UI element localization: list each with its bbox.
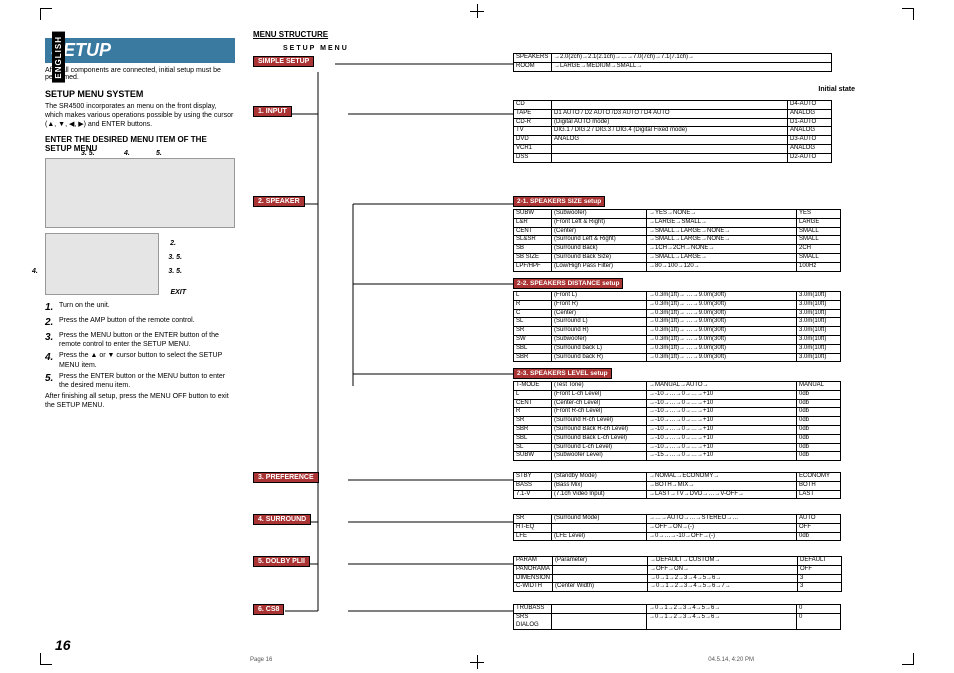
callout-35c: 3. 5. (168, 268, 182, 275)
menu-system-para: The SR4500 incorporates an menu on the f… (45, 102, 235, 129)
table-cs8: TRUBASS→0→1→2→3→4→5→6→0SRS DIALOG→0→1→2→… (513, 604, 841, 630)
step-text: Turn on the unit. (59, 301, 110, 314)
callout-35b: 3. 5. (168, 254, 182, 261)
crop-tr (902, 8, 914, 20)
initial-state-label: Initial state (818, 86, 855, 93)
node-input: 1. INPUT (253, 106, 292, 117)
callout-5: 5. (156, 150, 162, 157)
table-dist: L(Front L)→0.3m(1ft)→ …→9.0m(30ft)3.0m(1… (513, 291, 841, 362)
step-num: 1. (45, 301, 59, 314)
page: ENGLISH SETUP After all components are c… (0, 0, 954, 673)
crop-tl (40, 8, 52, 20)
step-text: Press the ENTER button or the MENU butto… (59, 372, 235, 390)
step-num: 2. (45, 316, 59, 329)
callout-2: 2. (170, 240, 176, 247)
footer-left: Page 16 (250, 657, 272, 663)
node-speaker: 2. SPEAKER (253, 196, 305, 207)
step-text: Press the ▲ or ▼ cursor button to select… (59, 351, 235, 369)
receiver-image: 3. 5. 4. 5. (45, 158, 235, 228)
enter-menu-heading: ENTER THE DESIRED MENU ITEM OF THE SETUP… (45, 135, 235, 153)
step-text: Press the AMP button of the remote contr… (59, 316, 195, 329)
left-column: SETUP After all components are connected… (45, 30, 235, 643)
intro-text: After all components are connected, init… (45, 67, 235, 81)
setup-menu-label: SETUP MENU (283, 45, 909, 52)
table-level: T-MODE(Test Tone)→MANUAL→AUTO→MANUALL(Fr… (513, 381, 841, 461)
setup-title: SETUP (45, 38, 235, 63)
table-pref: STBY(Standby Mode)→NOMAL→ECONOMY→ECONOMY… (513, 472, 841, 499)
step-text: Press the MENU button or the ENTER butto… (59, 331, 235, 349)
exit-label: EXIT (170, 289, 186, 296)
steps-list: 1.Turn on the unit.2.Press the AMP butto… (45, 301, 235, 390)
node-cs8: 6. CS8 (253, 604, 284, 615)
regmark-top (470, 4, 484, 18)
callout-4b: 4. (32, 268, 38, 275)
subnode-level: 2-3. SPEAKERS LEVEL setup (513, 368, 612, 379)
setup-menu-system-heading: SETUP MENU SYSTEM (45, 89, 235, 99)
subnode-dist: 2-2. SPEAKERS DISTANCE setup (513, 278, 623, 289)
page-number: 16 (55, 637, 71, 653)
step-num: 4. (45, 351, 59, 369)
remote-image: 2. 3. 5. 4. 3. 5. EXIT (45, 233, 159, 295)
step-num: 3. (45, 331, 59, 349)
table-simple: SPEAKERS→2.0(2ch)→2.1(2.1ch)→…→7.0(7ch)→… (513, 53, 832, 72)
footer-right: 04.5.14, 4:20 PM (708, 657, 754, 663)
table-surround: SR(Surround Mode)→…→AUTO→…→STEREO→…AUTOH… (513, 514, 841, 541)
language-tab: ENGLISH (52, 32, 65, 83)
table-input: CDD4-AUTOTAPED1 AUTO / D2 AUTO /D3 AUTO … (513, 100, 832, 163)
node-surround: 4. SURROUND (253, 514, 311, 525)
table-size: SUBW(Subwoofer)→YES→NONE→YESL&R(Front Le… (513, 209, 841, 272)
callout-4: 4. (124, 150, 130, 157)
simple-setup-node: SIMPLE SETUP (253, 56, 314, 67)
menu-structure-label: MENU STRUCTURE (253, 30, 909, 39)
node-dolby: 5. DOLBY PLII (253, 556, 310, 567)
node-preference: 3. PREFERENCE (253, 472, 319, 483)
right-column: MENU STRUCTURE SETUP MENU (253, 30, 909, 643)
footer: Page 16 04.5.14, 4:20 PM (0, 657, 954, 663)
after-steps: After finishing all setup, press the MEN… (45, 392, 235, 410)
subnode-size: 2-1. SPEAKERS SIZE setup (513, 196, 605, 207)
callout-35: 3. 5. (81, 150, 95, 157)
table-dolby: PARAM(Parameter)→DEFAULT→CUSTOM→DEFAULTP… (513, 556, 842, 592)
step-num: 5. (45, 372, 59, 390)
